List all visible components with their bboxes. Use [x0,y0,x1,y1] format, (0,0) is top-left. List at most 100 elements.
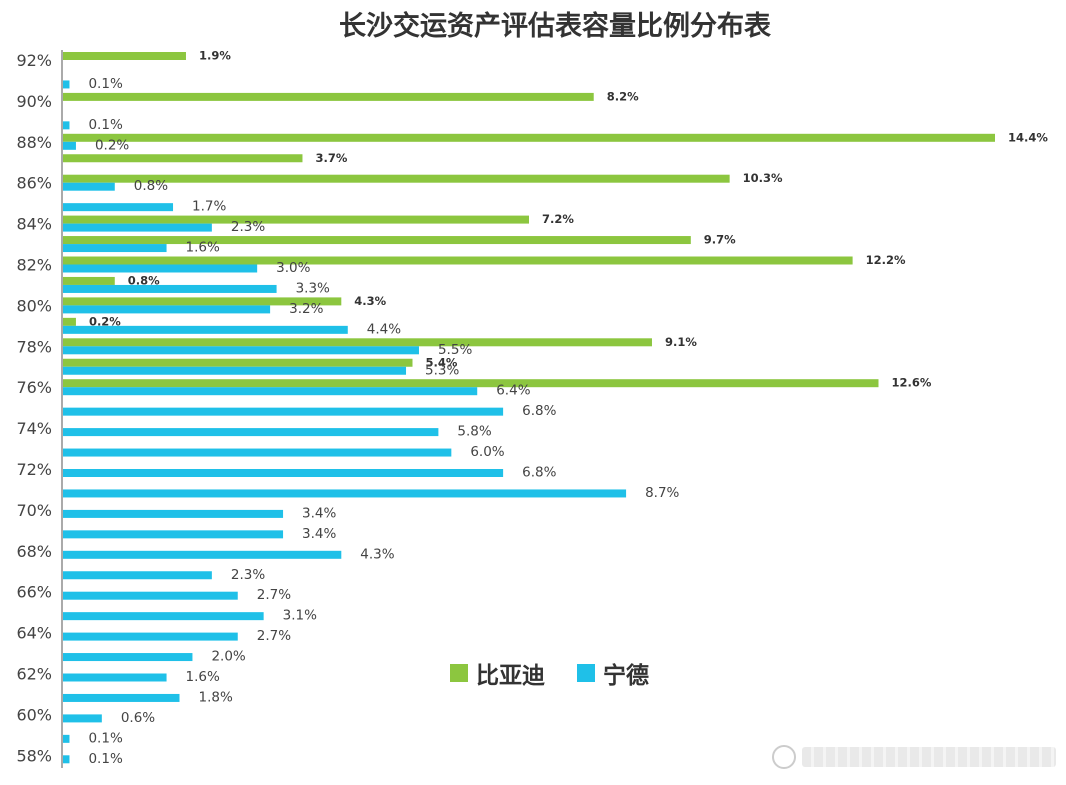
weibo-logo-icon [772,745,796,769]
bar-byd [63,92,594,101]
data-label-catl: 0.6% [121,710,155,726]
y-tick-label: 86% [16,174,52,193]
data-label-catl: 2.3% [231,219,265,235]
data-label-group: 1.9% 8.2% 14.4% 3.7% 10.3% 7.2% 9.7% 12.2% 0.8% 4… [88,49,1048,767]
data-label-catl: 6.8% [522,403,556,419]
data-label-catl: 2.3% [231,567,265,583]
bar-catl [63,673,167,682]
bar-catl [63,387,478,396]
data-label-catl: 3.0% [276,260,310,276]
bar-catl [63,693,180,702]
y-tick-label: 66% [16,583,52,602]
bar-catl [63,469,504,477]
y-tick-label: 76% [16,378,52,397]
bar-catl [63,244,167,253]
data-label-byd: 9.1% [665,335,697,349]
data-label-catl: 5.3% [425,362,459,378]
bar-catl [63,428,439,437]
bar-catl [63,612,264,621]
bar-catl [63,550,342,559]
bar-byd [63,133,995,142]
data-label-catl: 6.0% [470,444,504,460]
data-label-catl: 5.5% [438,342,472,358]
bar-byd [63,297,342,306]
y-tick-label: 72% [16,460,52,479]
data-label-catl: 2.0% [211,649,245,665]
data-label-byd: 1.9% [199,49,231,63]
bar-catl [63,325,348,334]
bar-catl [63,366,407,375]
data-label-byd: 3.7% [315,151,347,165]
bar-group [63,52,995,764]
bar-catl [63,632,238,641]
data-label-byd: 9.7% [704,233,736,247]
data-label-catl: 3.4% [302,505,336,521]
y-tick-label: 62% [16,665,52,684]
bar-catl [63,305,271,314]
bar-byd [63,154,303,163]
y-tick-label: 82% [16,256,52,275]
legend-item-byd: 比亚迪 [450,656,545,690]
bar-catl [63,653,193,662]
data-label-byd: 12.2% [866,253,906,267]
y-tick-label: 68% [16,542,52,561]
data-label-catl: 0.2% [95,137,129,153]
bar-catl [63,203,174,212]
bar-byd [63,276,115,285]
legend-item-catl: 宁德 [577,656,649,690]
data-label-catl: 2.7% [257,628,291,644]
data-label-byd: 7.2% [542,212,574,226]
data-label-byd: 0.2% [89,314,121,328]
data-label-catl: 0.1% [88,751,122,767]
data-label-catl: 3.3% [296,280,330,296]
data-label-catl: 3.2% [289,301,323,317]
y-tick-label: 60% [16,705,52,724]
data-label-catl: 8.7% [645,485,679,501]
data-label-byd: 14.4% [1008,130,1048,144]
y-tick-label: 80% [16,296,52,315]
watermark [772,743,1056,771]
y-tick-label: 90% [16,92,52,111]
bar-catl [63,284,277,293]
bar-byd [63,358,413,367]
data-label-catl: 1.6% [186,240,220,256]
data-label-catl: 1.6% [186,669,220,685]
bar-catl [63,264,258,273]
data-label-byd: 12.6% [892,376,932,390]
y-axis-tick-labels: 92% 90% 88% 86% 84% 82% 80% 78% 76% 74% 72% 70% 68% 6… [16,51,52,765]
data-label-catl: 3.4% [302,526,336,542]
y-tick-label: 64% [16,624,52,643]
chart-title: 长沙交运资产评估表容量比例分布表 [339,11,771,42]
bar-catl [63,141,76,150]
bar-catl [63,509,284,518]
y-tick-label: 58% [16,746,52,765]
legend: 比亚迪 宁德 [450,656,649,690]
data-label-catl: 3.1% [283,608,317,624]
data-label-catl: 1.8% [199,689,233,705]
bar-catl [63,182,115,191]
data-label-catl: 4.4% [367,321,401,337]
data-label-catl: 5.8% [457,424,491,440]
data-label-catl: 6.8% [522,465,556,481]
data-label-catl: 0.1% [88,117,122,133]
bar-byd [63,236,691,245]
data-label-catl: 0.8% [134,178,168,194]
data-label-byd: 0.8% [128,273,160,287]
bar-byd [63,338,652,347]
data-label-byd: 10.3% [743,171,783,185]
data-label-byd: 8.2% [607,89,639,103]
legend-swatch-catl [577,664,595,682]
y-tick-label: 88% [16,133,52,152]
bar-catl [63,407,504,416]
bar-byd [63,256,853,265]
data-label-byd: 4.3% [354,294,386,308]
bar-catl [63,489,627,498]
y-tick-label: 78% [16,337,52,356]
data-label-catl: 2.7% [257,587,291,603]
bar-catl [63,734,70,743]
legend-label-catl: 宁德 [603,663,649,689]
data-label-catl: 6.4% [496,383,530,399]
bar-catl [63,571,212,580]
y-tick-label: 74% [16,419,52,438]
